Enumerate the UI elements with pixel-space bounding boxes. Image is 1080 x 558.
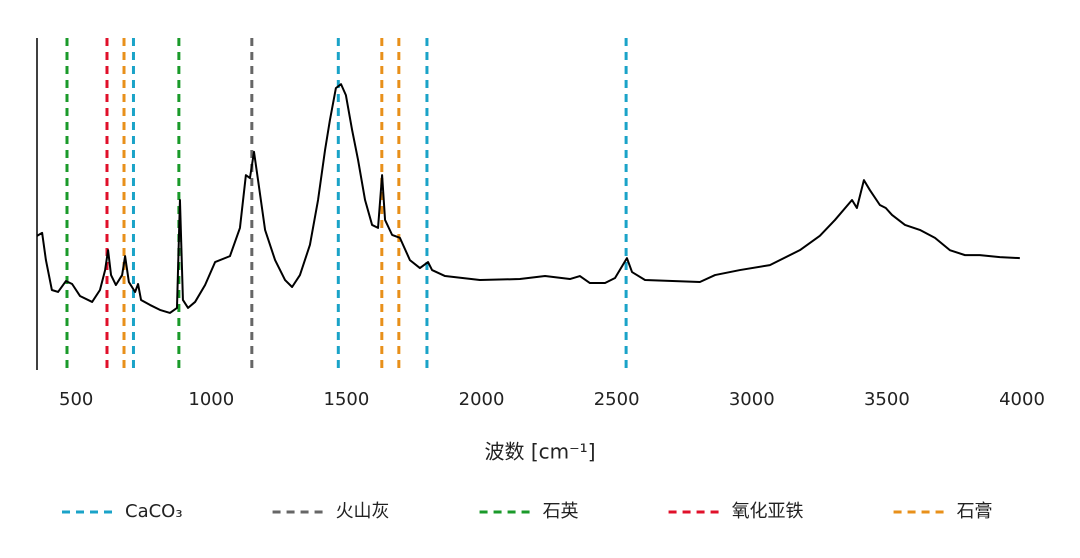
legend-label: 火山灰: [336, 501, 390, 522]
x-tick-label: 500: [59, 389, 93, 410]
x-tick-label: 3000: [729, 389, 775, 410]
legend-label: 石膏: [957, 500, 993, 522]
x-tick-label: 2500: [594, 389, 640, 410]
x-axis-label: 波数 [cm⁻¹]: [484, 440, 595, 464]
legend-label: CaCO₃: [125, 501, 183, 522]
spectrum-line: [36, 83, 1020, 314]
x-tick-label: 4000: [999, 389, 1045, 410]
legend-label: 石英: [543, 501, 579, 522]
x-tick-label: 1500: [324, 389, 370, 410]
x-tick-label: 3500: [864, 389, 910, 410]
x-tick-label: 1000: [188, 389, 234, 410]
x-tick-label: 2000: [459, 389, 505, 410]
legend-label: 氧化亚铁: [732, 501, 804, 522]
